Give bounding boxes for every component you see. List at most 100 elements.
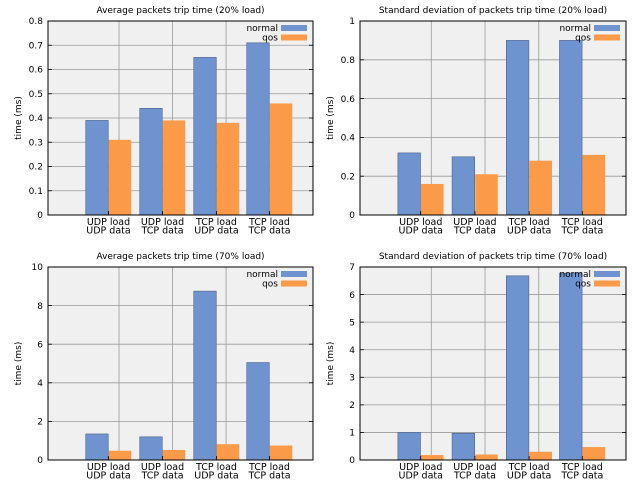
y-tick-label: 1 [349,17,355,27]
x-tick-label-line2: TCP data [140,471,183,482]
legend-label-normal: normal [246,24,278,34]
legend-label-normal: normal [559,270,591,280]
plot-frame [359,20,627,216]
x-tick-label-line1: TCP load [561,217,603,228]
bar-normal-2 [451,156,475,216]
x-tick-label-line1: UDP load [141,217,184,228]
y-tick-label: 7 [349,263,355,273]
y-tick-label: 0.3 [29,138,43,148]
chart-title: Standard deviation of packets trip time … [379,252,607,262]
plot-frame [47,266,314,461]
bar-normal-3 [193,290,217,461]
x-tick-label-line1: UDP load [453,217,496,228]
bar-normal-3 [505,275,530,461]
x-tick-label-line1: UDP load [399,217,442,228]
y-tick-label: 0.1 [29,187,43,197]
x-tick-label-line1: UDP load [141,462,184,473]
bar-normal-2 [139,436,163,461]
y-axis-label: time (ms) [14,342,24,386]
y-tick-label: 6 [349,291,355,301]
legend-swatch-qos [594,280,620,287]
x-tick-label-line1: TCP load [248,217,290,228]
legend-label-normal: normal [246,270,278,280]
y-tick-label: 4 [37,379,43,389]
legend-swatch-normal [281,25,307,31]
legend-label-qos: qos [575,280,591,290]
x-tick-label-line1: UDP load [87,462,130,473]
y-tick-label: 0.8 [29,17,44,27]
x-tick-label-line2: UDP data [399,471,443,482]
y-tick-label: 4 [349,346,355,356]
bar-qos-2 [162,120,186,215]
chart-title: Standard deviation of packets trip time … [379,6,607,16]
plot-frame [359,266,627,461]
y-axis-label: time (ms) [14,96,24,140]
x-tick-label-line2: TCP data [453,471,496,482]
y-tick-label: 0 [349,211,355,221]
plot-area [360,267,626,460]
bar-qos-4 [582,154,606,215]
y-tick-label: 0.4 [29,114,44,124]
legend-label-qos: qos [262,34,278,44]
x-tick-label-line2: UDP data [194,471,238,482]
plot-frame [47,20,314,216]
x-tick-label-line2: UDP data [86,471,130,482]
chart-title: Average packets trip time (20% load) [96,6,264,16]
bar-normal-1 [397,152,421,216]
bar-normal-4 [246,362,270,461]
x-tick-label-line1: TCP load [561,462,603,473]
bar-normal-4 [246,42,270,216]
y-tick-label: 0 [349,456,355,466]
legend-label-qos: qos [262,280,278,290]
y-tick-label: 0.7 [29,41,43,51]
y-tick-label: 0.8 [341,56,356,66]
bar-qos-4 [269,445,293,460]
y-tick-label: 0.5 [29,90,43,100]
chart-title: Average packets trip time (70% load) [96,252,264,262]
y-tick-label: 0.2 [341,172,355,182]
legend-swatch-qos [594,34,620,41]
bar-qos-1 [420,455,444,460]
y-tick-label: 8 [37,302,43,312]
bar-normal-1 [397,432,421,461]
x-tick-label-line2: TCP data [560,471,603,482]
bar-normal-4 [559,272,583,461]
x-tick-label-line2: TCP data [560,226,603,237]
y-tick-label: 0 [37,211,43,221]
bar-normal-3 [505,40,530,216]
bar-qos-2 [162,449,186,460]
y-tick-label: 10 [32,263,44,273]
x-tick-label-line2: UDP data [399,226,443,237]
x-tick-label-line2: UDP data [507,226,551,237]
x-tick-label-line2: TCP data [140,226,183,237]
bar-qos-3 [216,444,240,460]
x-tick-label-line1: TCP load [508,217,550,228]
x-tick-label-line2: UDP data [86,226,130,237]
x-tick-label-line1: TCP load [195,462,237,473]
y-tick-label: 1 [349,429,355,439]
legend-swatch-normal [594,271,620,277]
bar-normal-1 [85,120,109,216]
x-tick-label-line2: TCP data [453,226,496,237]
legend-swatch-qos [281,280,307,287]
y-axis-label: time (ms) [326,342,336,386]
legend-swatch-normal [281,271,307,277]
bar-qos-4 [582,447,606,460]
bar-normal-1 [85,433,109,461]
x-tick-label-line1: TCP load [195,217,237,228]
plot-area [48,267,313,460]
bar-qos-3 [529,160,552,215]
x-tick-label-line1: UDP load [87,217,130,228]
x-tick-label-line2: UDP data [194,226,238,237]
x-tick-label-line1: TCP load [248,462,290,473]
y-axis-label: time (ms) [326,96,336,140]
y-tick-label: 2 [349,401,355,411]
y-tick-label: 0.2 [29,163,43,173]
y-tick-label: 0.4 [341,134,356,144]
legend-swatch-normal [594,25,620,31]
y-tick-label: 5 [349,318,355,328]
